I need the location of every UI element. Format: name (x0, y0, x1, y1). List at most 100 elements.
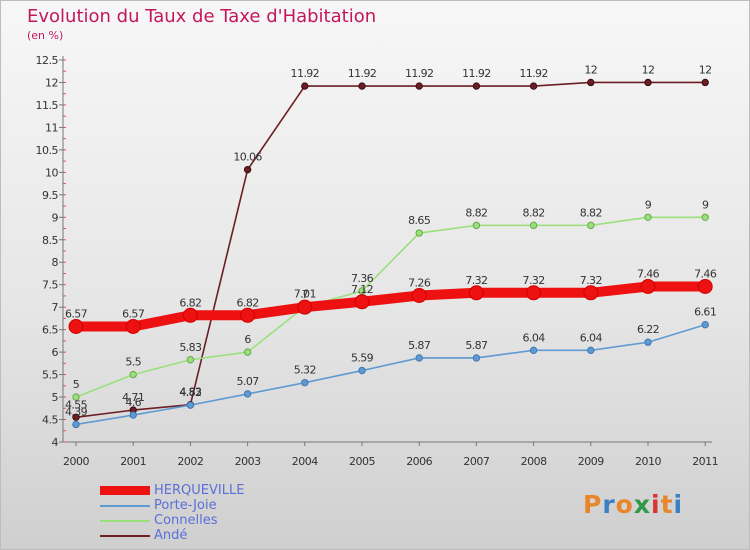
x-tick-label: 2003 (235, 455, 261, 468)
data-label: 5.87 (408, 339, 431, 352)
data-label: 11.92 (405, 67, 434, 80)
data-point-1 (358, 366, 366, 375)
data-label: 8.82 (523, 206, 545, 219)
logo-letter: P (583, 490, 603, 519)
data-label: 6.57 (122, 308, 145, 321)
x-tick-label: 2010 (635, 455, 661, 468)
data-label: 5.83 (179, 341, 202, 354)
data-point-2 (186, 356, 195, 364)
data-label: 4.83 (179, 386, 202, 399)
y-tick-label: 6.5 (42, 324, 58, 337)
data-point-3 (529, 82, 538, 90)
y-tick-label: 6 (52, 346, 59, 359)
data-point-2 (701, 213, 709, 221)
axes: 44.555.566.577.588.599.51010.51111.51212… (36, 54, 719, 468)
y-tick-label: 8.5 (42, 234, 58, 247)
y-tick-label: 12 (45, 76, 58, 89)
data-point-1 (587, 346, 595, 355)
data-label: 9 (645, 198, 652, 211)
y-tick-label: 12.5 (36, 54, 59, 67)
logo-letter: i (673, 490, 684, 519)
data-point-1 (243, 390, 252, 398)
data-point-2 (415, 229, 423, 237)
data-point-0 (526, 285, 542, 301)
data-point-2 (587, 221, 595, 230)
data-point-1 (644, 338, 652, 346)
logo-letter: x (633, 490, 651, 519)
data-labels: 4.55 4.71 4.83 10.06 11.92 11.92 11.92 11.92 11.… (65, 63, 717, 418)
data-label: 4.71 (122, 391, 144, 404)
data-label: 7.12 (351, 283, 373, 296)
y-tick-label: 4.5 (42, 414, 58, 427)
data-point-1 (415, 354, 423, 362)
data-label: 4.55 (65, 398, 88, 411)
data-label: 8.82 (465, 206, 487, 219)
y-tick-label: 8 (52, 256, 59, 269)
data-label: 12 (584, 63, 597, 76)
data-label: 11.92 (519, 67, 548, 80)
x-tick-label: 2009 (578, 455, 604, 468)
series-line-1 (75, 323, 707, 426)
data-point-1 (129, 411, 137, 419)
y-tick-label: 7.5 (42, 279, 58, 292)
x-tick-label: 2000 (63, 455, 89, 468)
y-tick-label: 11 (45, 121, 58, 134)
data-label: 5 (73, 378, 80, 391)
x-tick-label: 2005 (349, 455, 375, 468)
data-point-1 (472, 354, 481, 362)
data-point-3 (243, 165, 252, 174)
data-label: 12 (699, 63, 712, 76)
data-label: 6.82 (237, 296, 259, 309)
legend-swatch (100, 486, 150, 495)
x-tick-label: 2008 (521, 455, 547, 468)
data-label: 6.82 (179, 296, 201, 309)
x-tick-label: 2001 (120, 455, 146, 468)
y-tick-label: 10.5 (36, 144, 59, 157)
data-label: 11.92 (291, 67, 320, 80)
logo-letter: i (651, 490, 661, 519)
data-label: 12 (642, 63, 655, 76)
y-tick-label: 9.5 (42, 189, 58, 202)
data-label: 6.61 (694, 306, 716, 319)
data-label: 10.06 (233, 151, 262, 164)
data-label: 7.32 (580, 274, 602, 287)
data-point-0 (182, 307, 198, 323)
data-point-2 (529, 221, 538, 230)
data-point-0 (697, 279, 713, 295)
series-lines (71, 81, 711, 426)
data-point-3 (472, 82, 481, 90)
data-label: 7.01 (294, 288, 316, 301)
y-tick-label: 5.5 (42, 369, 58, 382)
chart-title: Evolution du Taux de Taxe d'Habitation (27, 6, 377, 27)
data-label: 7 (302, 288, 309, 301)
x-tick-label: 2002 (177, 455, 203, 468)
series-line-2 (75, 216, 707, 398)
data-label: 4.39 (65, 405, 88, 418)
legend-swatch (100, 535, 150, 537)
proxiti-logo: Proxiti (583, 490, 683, 519)
x-tick-label: 2007 (463, 455, 489, 468)
data-label: 9 (702, 198, 709, 211)
logo-letter: o (615, 490, 634, 519)
data-label: 7.32 (465, 274, 487, 287)
data-label: 11.92 (462, 67, 491, 80)
data-label: 7.36 (351, 272, 374, 285)
data-label: 8.65 (408, 214, 431, 227)
data-point-0 (297, 299, 313, 315)
y-tick-label: 9 (52, 211, 59, 224)
data-label: 7.32 (523, 274, 545, 287)
data-point-0 (468, 285, 484, 301)
data-label: 5.87 (465, 339, 488, 352)
data-point-3 (587, 78, 595, 87)
data-point-2 (243, 348, 252, 356)
y-tick-label: 11.5 (36, 99, 59, 112)
x-tick-label: 2006 (406, 455, 432, 468)
data-label: 6.57 (65, 308, 88, 321)
data-point-1 (301, 378, 309, 387)
chart-unit: (en %) (27, 29, 64, 42)
logo-letter: r (602, 490, 616, 519)
data-label: 5.59 (351, 352, 374, 365)
data-point-0 (68, 319, 84, 335)
series-points (68, 78, 713, 429)
